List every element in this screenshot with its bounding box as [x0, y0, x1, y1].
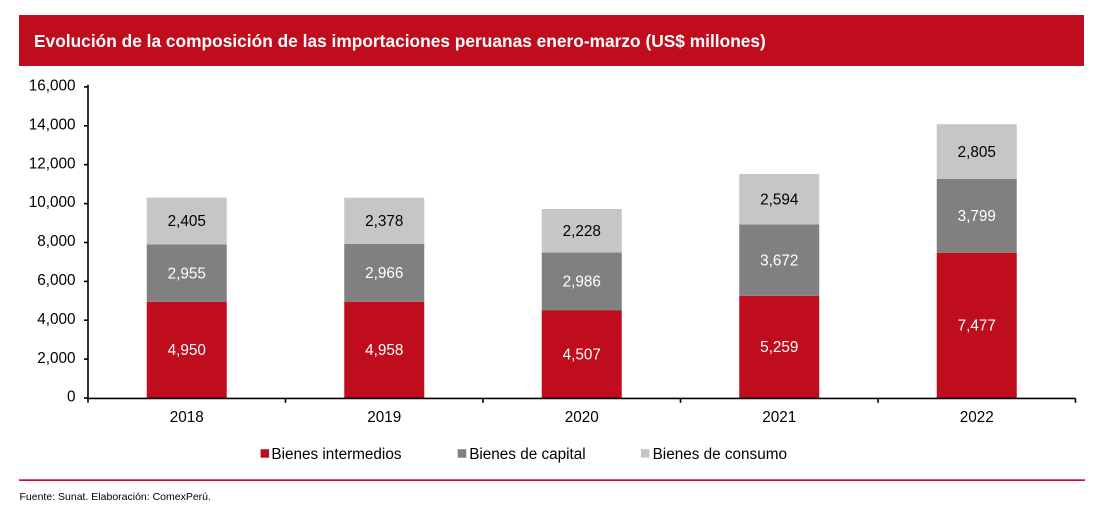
svg-text:6,000: 6,000: [37, 272, 75, 289]
svg-text:14,000: 14,000: [29, 117, 76, 134]
svg-text:2,405: 2,405: [168, 213, 206, 230]
svg-text:2,228: 2,228: [563, 223, 601, 240]
svg-text:0: 0: [67, 389, 76, 406]
svg-text:7,477: 7,477: [958, 318, 996, 335]
svg-text:2020: 2020: [565, 409, 599, 426]
svg-text:2,966: 2,966: [365, 265, 403, 282]
svg-text:2,805: 2,805: [958, 144, 996, 161]
svg-text:2,594: 2,594: [760, 191, 799, 208]
svg-text:3,672: 3,672: [760, 252, 798, 269]
svg-text:10,000: 10,000: [29, 194, 76, 211]
svg-text:4,000: 4,000: [37, 311, 75, 328]
svg-text:Bienes de capital: Bienes de capital: [469, 446, 586, 463]
svg-text:2022: 2022: [960, 409, 994, 426]
svg-text:2018: 2018: [170, 409, 204, 426]
svg-text:Bienes de consumo: Bienes de consumo: [653, 446, 787, 463]
svg-text:5,259: 5,259: [760, 339, 798, 356]
svg-text:3,799: 3,799: [958, 208, 996, 225]
svg-text:12,000: 12,000: [29, 155, 76, 172]
svg-text:Evolución de la composición de: Evolución de la composición de las impor…: [34, 31, 766, 51]
svg-text:2,000: 2,000: [37, 350, 75, 367]
svg-text:Bienes intermedios: Bienes intermedios: [271, 446, 401, 463]
svg-text:4,958: 4,958: [365, 342, 403, 359]
svg-text:4,507: 4,507: [563, 347, 601, 364]
svg-text:2021: 2021: [762, 409, 796, 426]
svg-text:2,955: 2,955: [168, 265, 206, 282]
svg-text:4,950: 4,950: [168, 342, 206, 359]
svg-text:2,378: 2,378: [365, 213, 403, 230]
svg-text:2,986: 2,986: [563, 274, 601, 291]
svg-text:16,000: 16,000: [29, 78, 76, 95]
svg-text:Fuente: Sunat. Elaboración: Co: Fuente: Sunat. Elaboración: ComexPerú.: [20, 491, 211, 503]
svg-text:8,000: 8,000: [37, 233, 75, 250]
svg-text:2019: 2019: [367, 409, 401, 426]
